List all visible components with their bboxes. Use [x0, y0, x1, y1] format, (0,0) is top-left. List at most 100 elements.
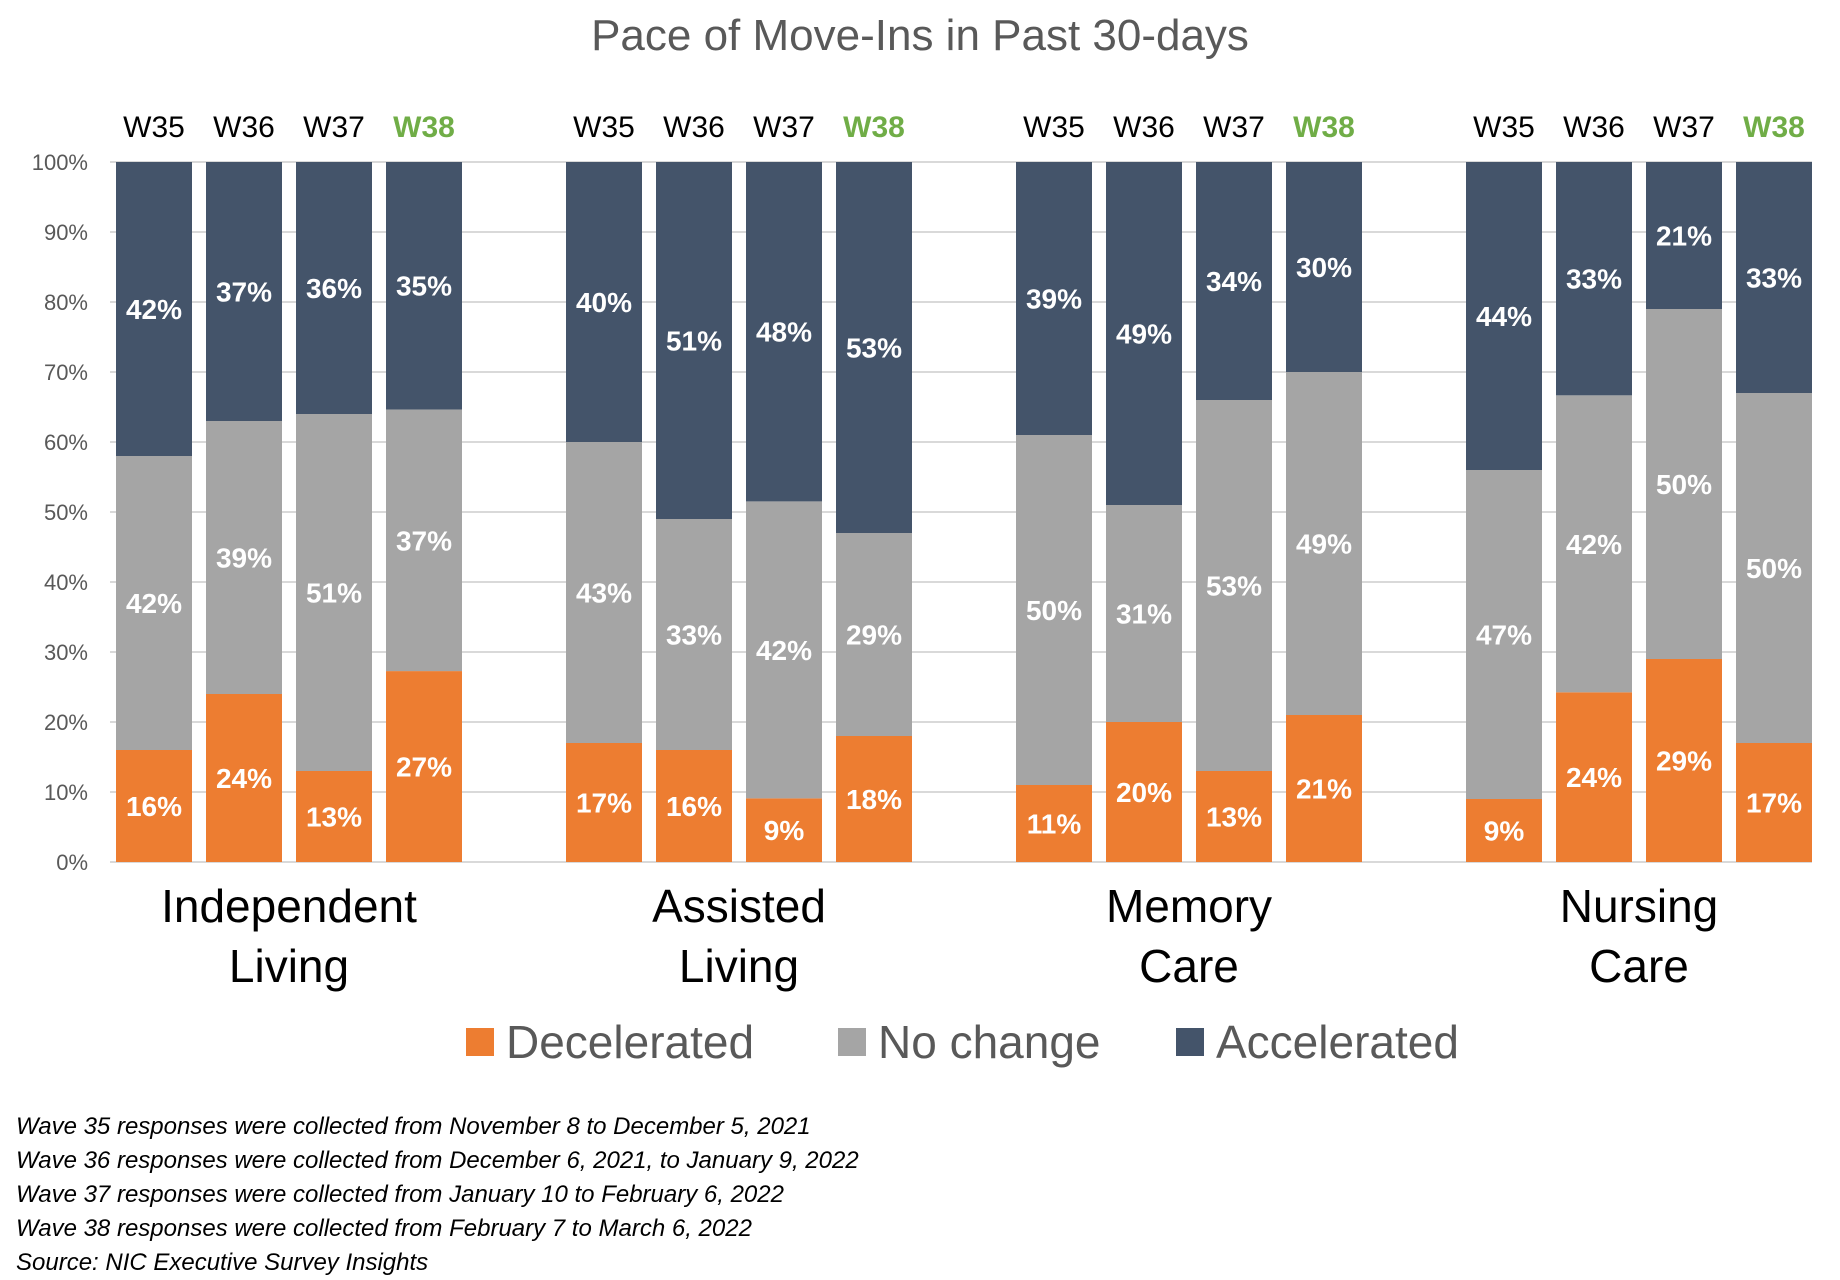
footnote-wave-38: Wave 38 responses were collected from Fe…	[16, 1215, 752, 1242]
data-label: 30%	[1296, 252, 1352, 283]
wave-label: W35	[573, 111, 635, 144]
bar-segment-decelerated	[1016, 785, 1092, 862]
legend-swatch-accelerated	[1176, 1028, 1204, 1056]
data-label: 9%	[1484, 816, 1525, 847]
footnote-wave-35: Wave 35 responses were collected from No…	[16, 1113, 811, 1140]
group-label: Memory	[1106, 880, 1272, 932]
data-label: 39%	[1026, 284, 1082, 315]
bar-segment-accelerated	[1556, 162, 1632, 396]
group-label: Care	[1139, 940, 1239, 992]
bar-segment-decelerated	[656, 750, 732, 862]
bar-segment-no-change	[1286, 372, 1362, 715]
group-label: Assisted	[652, 880, 826, 932]
data-label: 18%	[846, 784, 902, 815]
bar-segment-accelerated	[836, 162, 912, 533]
bar-segment-accelerated	[1736, 162, 1812, 393]
bar-segment-no-change	[116, 456, 192, 750]
bar-segment-no-change	[1556, 395, 1632, 693]
data-label: 29%	[1656, 746, 1712, 777]
bar-segment-accelerated	[296, 162, 372, 414]
data-label: 50%	[1746, 553, 1802, 584]
data-label: 24%	[1566, 762, 1622, 793]
y-tick-label: 40%	[44, 570, 88, 595]
data-label: 40%	[576, 287, 632, 318]
bar-segment-no-change	[566, 442, 642, 743]
bar-segment-decelerated	[746, 798, 822, 862]
footnote-wave-36: Wave 36 responses were collected from De…	[16, 1147, 859, 1174]
data-label: 9%	[764, 815, 805, 846]
legend-label-decelerated: Decelerated	[506, 1016, 754, 1068]
legend-swatch-decelerated	[466, 1028, 494, 1056]
bar-segment-decelerated	[1286, 715, 1362, 862]
data-label: 27%	[396, 752, 452, 783]
wave-label: W38	[843, 111, 905, 144]
bar-segment-decelerated	[1736, 743, 1812, 862]
data-label: 42%	[126, 294, 182, 325]
bar-segment-decelerated	[296, 771, 372, 862]
y-tick-label: 90%	[44, 220, 88, 245]
data-label: 33%	[666, 620, 722, 651]
data-label: 42%	[756, 635, 812, 666]
y-tick-label: 80%	[44, 290, 88, 315]
wave-label: W37	[1203, 111, 1265, 144]
y-tick-label: 20%	[44, 710, 88, 735]
data-label: 36%	[306, 273, 362, 304]
data-label: 17%	[1746, 788, 1802, 819]
legend-label-no-change: No change	[878, 1016, 1101, 1068]
footnote-source: Source: NIC Executive Survey Insights	[16, 1249, 429, 1276]
data-label: 53%	[846, 333, 902, 364]
data-label: 33%	[1566, 264, 1622, 295]
bars	[116, 162, 1812, 862]
data-label: 43%	[576, 578, 632, 609]
data-label: 47%	[1476, 620, 1532, 651]
bar-segment-no-change	[1646, 309, 1722, 659]
bar-segment-accelerated	[1466, 162, 1542, 470]
wave-label: W36	[1113, 111, 1175, 144]
bar-segment-accelerated	[1106, 162, 1182, 505]
y-tick-label: 30%	[44, 640, 88, 665]
data-label: 48%	[756, 317, 812, 348]
bar-segment-no-change	[836, 533, 912, 736]
data-label: 21%	[1296, 774, 1352, 805]
bar-segment-accelerated	[116, 162, 192, 456]
wave-label: W36	[1563, 111, 1625, 144]
bar-segment-accelerated	[656, 162, 732, 519]
data-label: 13%	[1206, 802, 1262, 833]
group-label: Independent	[161, 880, 417, 932]
y-tick-label: 100%	[32, 150, 88, 175]
data-label: 50%	[1656, 469, 1712, 500]
y-tick-label: 50%	[44, 500, 88, 525]
bar-segment-no-change	[656, 519, 732, 750]
data-label: 42%	[126, 588, 182, 619]
wave-label: W36	[663, 111, 725, 144]
data-label: 49%	[1116, 319, 1172, 350]
data-label: 29%	[846, 620, 902, 651]
data-label: 51%	[306, 578, 362, 609]
data-label: 39%	[216, 543, 272, 574]
data-label: 51%	[666, 326, 722, 357]
wave-label: W35	[123, 111, 185, 144]
data-label: 33%	[1746, 263, 1802, 294]
data-label: 37%	[216, 277, 272, 308]
bar-segment-decelerated	[206, 694, 282, 862]
group-label: Nursing	[1560, 880, 1719, 932]
bar-segment-no-change	[746, 501, 822, 799]
bar-segment-accelerated	[1286, 162, 1362, 372]
y-tick-label: 60%	[44, 430, 88, 455]
footnotes: Wave 35 responses were collected from No…	[16, 1110, 859, 1280]
legend: Decelerated No change Accelerated	[466, 1016, 1459, 1068]
data-label: 42%	[1566, 529, 1622, 560]
bar-segment-no-change	[1736, 393, 1812, 743]
data-label: 21%	[1656, 221, 1712, 252]
wave-label: W37	[753, 111, 815, 144]
bar-segment-decelerated	[1556, 692, 1632, 862]
bar-segment-no-change	[1106, 505, 1182, 722]
data-label: 17%	[576, 788, 632, 819]
bar-segment-decelerated	[386, 671, 462, 862]
bar-segment-no-change	[386, 409, 462, 672]
bar-segment-decelerated	[1106, 722, 1182, 862]
group-label: Living	[229, 940, 349, 992]
data-label: 53%	[1206, 571, 1262, 602]
bar-segment-accelerated	[746, 162, 822, 502]
data-label: 50%	[1026, 595, 1082, 626]
